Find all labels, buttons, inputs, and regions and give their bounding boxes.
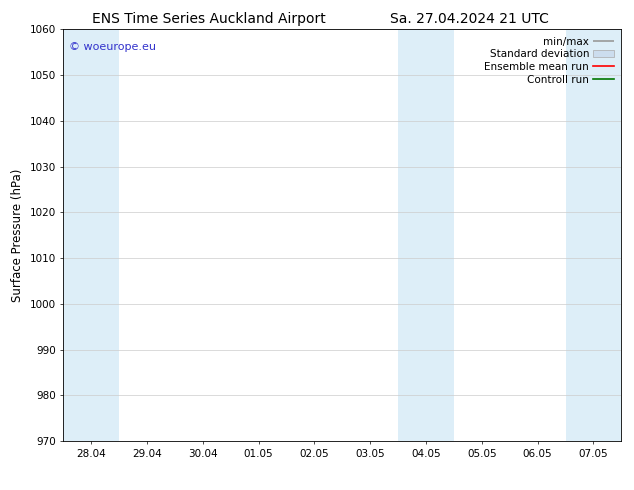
Text: Sa. 27.04.2024 21 UTC: Sa. 27.04.2024 21 UTC	[390, 12, 548, 26]
Legend: min/max, Standard deviation, Ensemble mean run, Controll run: min/max, Standard deviation, Ensemble me…	[482, 35, 616, 87]
Bar	[566, 29, 621, 441]
Text: © woeurope.eu: © woeurope.eu	[69, 42, 156, 52]
Bar	[398, 29, 454, 441]
Text: ENS Time Series Auckland Airport: ENS Time Series Auckland Airport	[93, 12, 326, 26]
Bar	[63, 29, 119, 441]
Y-axis label: Surface Pressure (hPa): Surface Pressure (hPa)	[11, 169, 24, 302]
